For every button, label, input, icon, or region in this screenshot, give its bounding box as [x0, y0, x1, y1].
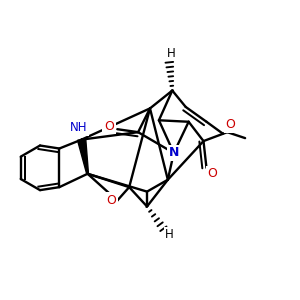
Text: H: H — [165, 228, 174, 241]
Text: O: O — [208, 167, 218, 180]
Polygon shape — [77, 139, 88, 174]
Text: NH: NH — [70, 121, 87, 134]
Text: N: N — [169, 146, 179, 160]
Text: H: H — [167, 47, 175, 60]
Text: O: O — [106, 194, 116, 207]
Text: O: O — [225, 118, 235, 131]
Text: O: O — [104, 120, 114, 133]
